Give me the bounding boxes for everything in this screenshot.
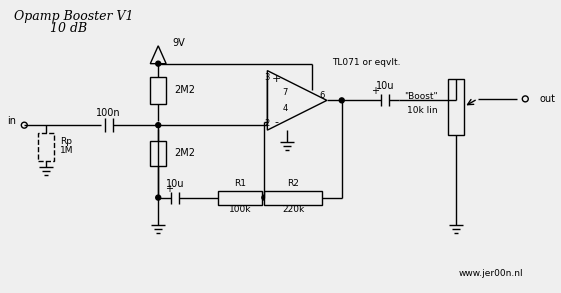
Text: 7: 7 — [283, 88, 288, 97]
Text: 9V: 9V — [172, 38, 185, 48]
Text: 6: 6 — [320, 91, 325, 100]
Text: +: + — [165, 184, 173, 194]
Bar — [264, 191, 322, 205]
Text: TL071 or eqvlt.: TL071 or eqvlt. — [332, 58, 401, 67]
Bar — [38, 133, 54, 161]
Text: 3: 3 — [264, 73, 269, 82]
Text: 100n: 100n — [96, 108, 121, 118]
Circle shape — [339, 98, 344, 103]
Text: +: + — [371, 86, 379, 96]
Text: 4: 4 — [283, 104, 288, 113]
Text: Rp: Rp — [60, 137, 72, 146]
Text: 2M2: 2M2 — [174, 149, 195, 159]
Text: 10 dB: 10 dB — [50, 23, 88, 35]
Text: 10u: 10u — [166, 179, 185, 189]
Circle shape — [156, 61, 160, 66]
Text: Opamp Booster V1: Opamp Booster V1 — [14, 10, 134, 23]
Bar — [150, 141, 166, 166]
Text: R1: R1 — [234, 179, 246, 188]
Text: 2M2: 2M2 — [174, 86, 195, 96]
Bar — [150, 76, 166, 104]
Text: 10k lin: 10k lin — [407, 106, 438, 115]
Text: R2: R2 — [287, 179, 299, 188]
Text: 1M: 1M — [60, 146, 73, 156]
Text: 2: 2 — [264, 119, 269, 128]
Text: 10u: 10u — [376, 81, 394, 91]
Circle shape — [156, 123, 160, 128]
Bar — [218, 191, 263, 205]
Text: www.jer00n.nl: www.jer00n.nl — [458, 270, 523, 278]
Text: -: - — [274, 117, 278, 127]
Text: 220k: 220k — [282, 205, 304, 214]
Text: "Boost": "Boost" — [404, 92, 438, 101]
Text: in: in — [7, 116, 16, 126]
Text: +: + — [272, 74, 281, 84]
Text: out: out — [539, 94, 555, 104]
Text: 100k: 100k — [229, 205, 251, 214]
Circle shape — [156, 195, 160, 200]
Circle shape — [262, 195, 267, 200]
Bar — [448, 79, 464, 135]
